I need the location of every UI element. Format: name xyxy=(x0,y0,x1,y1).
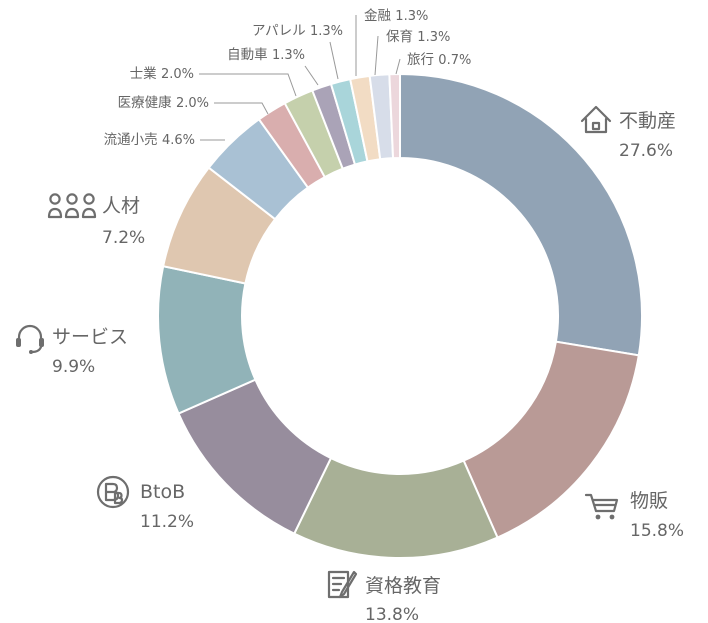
house-icon xyxy=(580,105,612,134)
label-5-name: 人材 xyxy=(102,195,140,217)
label-8-name: 士業 xyxy=(130,66,161,82)
label-12-value: 1.3% xyxy=(417,30,450,45)
label-10: アパレル 1.3% xyxy=(252,23,343,39)
label-8: 士業 2.0% xyxy=(130,66,194,82)
label-3-value: 11.2% xyxy=(140,512,194,532)
label-11-value: 1.3% xyxy=(395,9,428,24)
label-13-name: 旅行 xyxy=(407,52,438,68)
label-12: 保育 1.3% xyxy=(386,29,450,45)
leader-line-12 xyxy=(374,35,379,76)
label-5-value: 7.2% xyxy=(102,228,145,248)
label-6-name: 流通小売 xyxy=(104,132,162,148)
leader-line-9 xyxy=(304,65,319,86)
label-7: 医療健康 2.0% xyxy=(118,94,209,111)
label-9-name: 自動車 xyxy=(227,47,272,63)
label-11-name: 金融 xyxy=(364,8,395,24)
leader-line-7 xyxy=(214,102,269,115)
label-0-value: 27.6% xyxy=(619,141,673,161)
label-2-name: 資格教育 xyxy=(365,575,441,597)
label-13-value: 0.7% xyxy=(438,53,471,68)
leader-line-8 xyxy=(199,73,297,97)
leader-line-13 xyxy=(395,58,401,75)
label-10-value: 1.3% xyxy=(310,24,343,39)
label-11: 金融 1.3% xyxy=(364,8,428,24)
shopping-cart-icon xyxy=(584,493,619,520)
label-12-name: 保育 xyxy=(386,29,417,45)
slice-0 xyxy=(399,72,643,357)
label-1-name: 物販 xyxy=(630,490,668,512)
label-6: 流通小売 4.6% xyxy=(104,132,195,148)
label-1-value: 15.8% xyxy=(630,521,684,541)
notepad-pen-icon xyxy=(327,570,358,599)
label-7-name: 医療健康 xyxy=(118,94,176,111)
label-4-value: 9.9% xyxy=(52,357,95,377)
label-6-value: 4.6% xyxy=(162,133,195,148)
leader-line-10 xyxy=(329,41,339,80)
headset-icon xyxy=(16,324,44,354)
people-group-icon xyxy=(47,193,97,219)
label-7-value: 2.0% xyxy=(176,96,209,111)
slice-13 xyxy=(388,72,401,160)
label-9: 自動車 1.3% xyxy=(227,47,305,63)
slice-1 xyxy=(462,340,640,539)
label-8-value: 2.0% xyxy=(161,67,194,82)
label-9-value: 1.3% xyxy=(272,48,305,63)
label-3-name: BtoB xyxy=(140,481,185,503)
label-10-name: アパレル xyxy=(252,23,310,39)
btob-circle-icon xyxy=(96,475,130,509)
label-4-name: サービス xyxy=(52,326,128,348)
label-2-value: 13.8% xyxy=(365,605,419,623)
label-0-name: 不動産 xyxy=(619,110,676,132)
label-13: 旅行 0.7% xyxy=(407,52,471,68)
